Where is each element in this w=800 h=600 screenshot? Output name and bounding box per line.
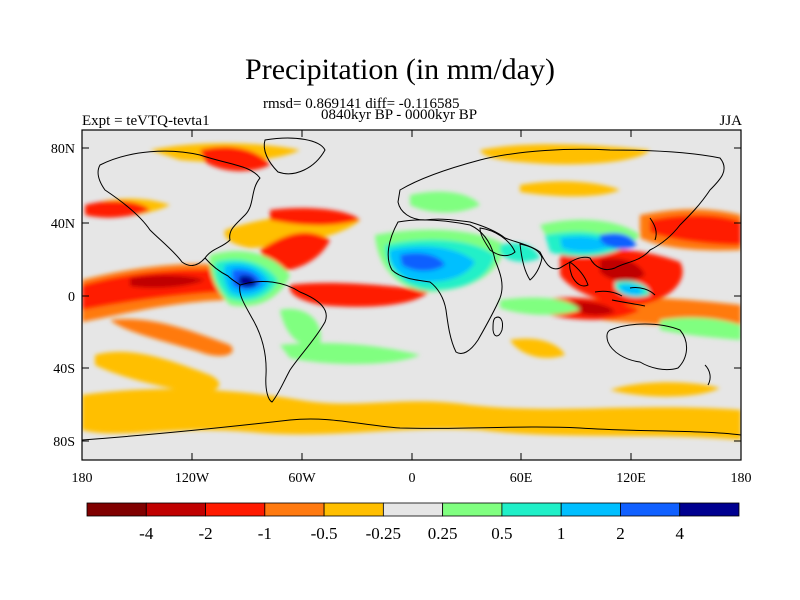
- colorbar-swatch: [264, 502, 325, 517]
- coast-new-zealand: [704, 364, 711, 386]
- colorbar: [86, 502, 740, 517]
- anomaly-pacific-core: [130, 275, 205, 288]
- colorbar-label: -0.5: [311, 524, 338, 543]
- anomaly-africa-deep-blue: [400, 253, 445, 272]
- colorbar-label: 4: [675, 524, 684, 543]
- lat-label-0: 0: [68, 290, 75, 305]
- colorbar-swatch: [501, 502, 562, 517]
- anomaly-south-america-green: [280, 309, 321, 346]
- anomaly-maritime-core: [600, 258, 645, 282]
- anomaly-eurasia-orange: [520, 181, 620, 197]
- coast-central-america: [204, 257, 241, 286]
- coast-europe-asia: [397, 148, 725, 271]
- coast-south-america: [239, 280, 327, 403]
- lon-label-60e: 60E: [510, 471, 533, 486]
- coast-india: [519, 243, 543, 281]
- anomaly-west-atlantic-red: [260, 232, 330, 272]
- colorbar-swatch: [205, 502, 266, 517]
- colorbar-label: 0.5: [491, 524, 512, 543]
- lat-label-80s: 80S: [53, 435, 75, 450]
- coast-australia: [606, 323, 687, 371]
- anomaly-southern-green: [280, 343, 420, 364]
- lon-label-0: 0: [409, 471, 416, 486]
- lon-label-180e: 180: [731, 471, 752, 486]
- anomaly-north-atlantic-red: [270, 208, 360, 226]
- colorbar-label: -0.25: [366, 524, 401, 543]
- colorbar-swatch: [382, 502, 444, 517]
- anomaly-southern-band: [82, 388, 741, 440]
- colorbar-label: -2: [198, 524, 212, 543]
- anomaly-indian-green: [500, 297, 580, 315]
- colorbar-swatch: [86, 502, 147, 517]
- lon-label-120e: 120E: [616, 471, 646, 486]
- anomaly-india-cyan: [500, 243, 540, 262]
- colorbar-labels: -4 -2 -1 -0.5 -0.25 0.25 0.5 1 2 4: [139, 524, 684, 543]
- anomaly-australia-south-orange: [610, 382, 720, 397]
- chart-title: Precipitation (in mm/day): [245, 53, 555, 86]
- period-line: 0840kyr BP - 0000kyr BP: [321, 107, 478, 123]
- colorbar-label: -4: [139, 524, 154, 543]
- colorbar-label: 0.25: [428, 524, 458, 543]
- experiment-label: Expt = teVTQ-tevta1: [82, 113, 210, 129]
- colorbar-swatch: [323, 502, 384, 517]
- anomaly-greenland-red: [200, 146, 270, 172]
- lon-label-120w: 120W: [175, 471, 210, 486]
- anomaly-atlantic-itcz-red: [289, 282, 430, 307]
- anomaly-indian-ocean-orange: [510, 338, 565, 358]
- lat-label-40s: 40S: [53, 362, 75, 377]
- anomaly-spcz-orange: [110, 319, 233, 356]
- colorbar-swatch: [560, 502, 621, 517]
- anomaly-north-pacific-red: [85, 200, 150, 218]
- lat-label-80n: 80N: [51, 142, 75, 157]
- colorbar-swatch: [679, 502, 740, 517]
- lon-label-60w: 60W: [288, 471, 316, 486]
- anomaly-indian-ocean-core: [570, 301, 615, 316]
- season-label: JJA: [719, 113, 742, 129]
- stats-line: rmsd= 0.869141 diff= -0.116585: [263, 96, 460, 112]
- lat-label-40n: 40N: [51, 217, 75, 232]
- anomaly-siberia-orange: [480, 144, 650, 165]
- anomaly-nw-pacific-red: [650, 215, 741, 245]
- colorbar-swatch: [442, 502, 503, 517]
- coast-southeast-asia: [569, 261, 589, 287]
- anomaly-europe-green: [410, 191, 480, 213]
- colorbar-label: 1: [557, 524, 566, 543]
- coast-greenland: [263, 137, 326, 175]
- anomaly-field: [82, 143, 741, 440]
- anomaly-south-pacific-orange: [95, 351, 220, 393]
- colorbar-label: -1: [258, 524, 272, 543]
- coast-north-america: [97, 150, 261, 266]
- coast-africa: [387, 219, 503, 354]
- anomaly-asia-blue: [560, 236, 612, 252]
- coast-maritime-continent: [594, 287, 656, 307]
- coast-arabia: [479, 227, 516, 257]
- colorbar-swatch: [145, 502, 206, 517]
- axis-ticks: [82, 130, 741, 460]
- anomaly-china-blue: [600, 233, 636, 249]
- coast-japan: [649, 217, 657, 241]
- coastlines: [82, 137, 741, 441]
- coast-antarctica: [82, 418, 741, 441]
- colorbar-label: 2: [616, 524, 625, 543]
- coast-madagascar: [492, 316, 503, 337]
- lon-label-180w: 180: [72, 471, 93, 486]
- colorbar-swatch: [620, 502, 681, 517]
- anomaly-east-pacific-green: [660, 317, 741, 340]
